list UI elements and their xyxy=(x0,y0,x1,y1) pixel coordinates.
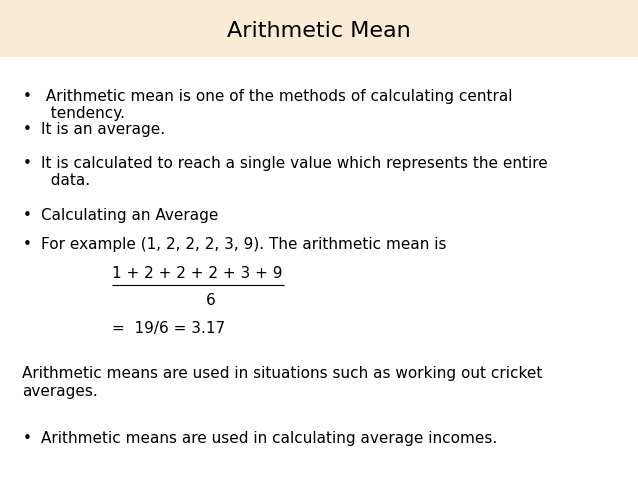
FancyBboxPatch shape xyxy=(0,0,638,57)
Text: •: • xyxy=(22,237,31,252)
Text: It is an average.: It is an average. xyxy=(41,122,166,137)
Text: =  19/6 = 3.17: = 19/6 = 3.17 xyxy=(112,321,225,336)
Text: 6: 6 xyxy=(205,293,216,308)
Text: Arithmetic Mean: Arithmetic Mean xyxy=(227,21,411,41)
Text: 1 + 2 + 2 + 2 + 3 + 9: 1 + 2 + 2 + 2 + 3 + 9 xyxy=(112,266,282,281)
Text: •: • xyxy=(22,122,31,137)
Text: It is calculated to reach a single value which represents the entire
  data.: It is calculated to reach a single value… xyxy=(41,156,548,188)
Text: For example (1, 2, 2, 2, 3, 9). The arithmetic mean is: For example (1, 2, 2, 2, 3, 9). The arit… xyxy=(41,237,447,252)
Text: •: • xyxy=(22,156,31,171)
Text: Arithmetic means are used in calculating average incomes.: Arithmetic means are used in calculating… xyxy=(41,431,498,446)
Text: •: • xyxy=(22,89,31,103)
Text: Arithmetic mean is one of the methods of calculating central
  tendency.: Arithmetic mean is one of the methods of… xyxy=(41,89,513,121)
Text: Calculating an Average: Calculating an Average xyxy=(41,208,219,223)
Text: •: • xyxy=(22,431,31,446)
Text: •: • xyxy=(22,208,31,223)
Text: Arithmetic means are used in situations such as working out cricket
averages.: Arithmetic means are used in situations … xyxy=(22,366,543,399)
